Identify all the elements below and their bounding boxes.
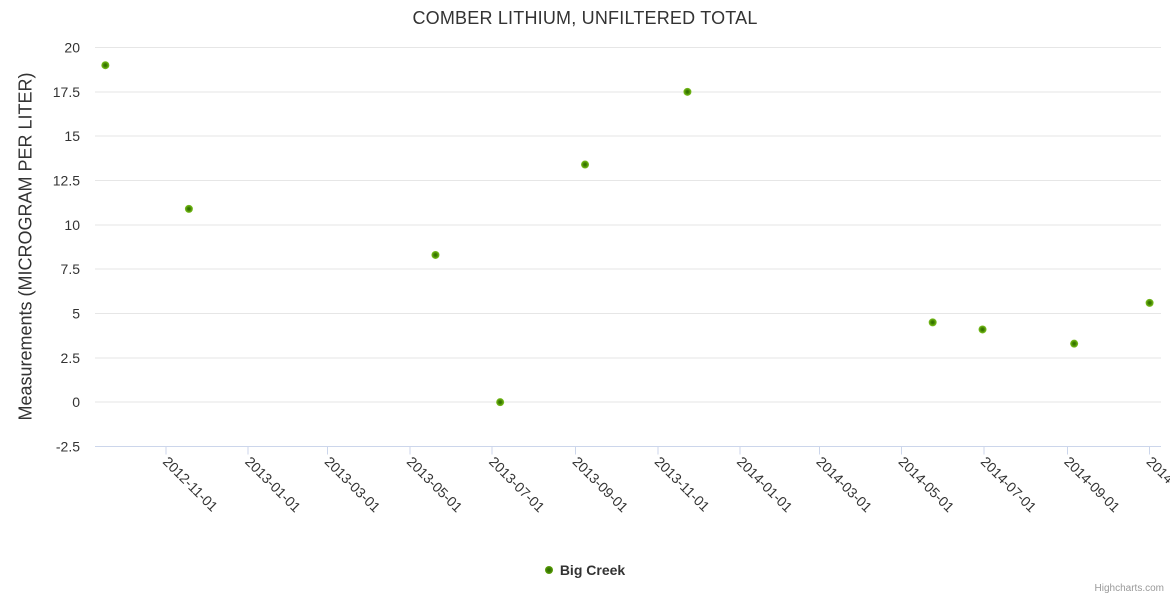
y-tick-label: 7.5 xyxy=(61,261,81,277)
data-point[interactable] xyxy=(101,61,110,70)
x-tick-label: 2013-09-01 xyxy=(569,453,631,515)
x-tick-label: 2012-11-01 xyxy=(160,453,221,514)
x-tick-label: 2013-03-01 xyxy=(322,453,384,515)
data-point[interactable] xyxy=(1145,298,1154,307)
y-tick-label: 12.5 xyxy=(53,173,80,189)
x-tick-label: 2013-01-01 xyxy=(242,453,304,515)
x-tick-label: 2014-05-01 xyxy=(896,453,958,515)
legend-label: Big Creek xyxy=(559,562,626,578)
data-point[interactable] xyxy=(581,160,590,169)
x-tick-label: 2013-11-01 xyxy=(652,453,713,514)
x-tick-label: 2014-03-01 xyxy=(813,453,875,515)
x-tick-label: 2013-05-01 xyxy=(404,453,466,515)
x-tick-label: 2014-11-01 xyxy=(1143,453,1170,514)
data-point[interactable] xyxy=(496,398,505,407)
data-point[interactable] xyxy=(978,325,987,334)
y-tick-label: 2.5 xyxy=(61,350,81,366)
y-tick-label: 17.5 xyxy=(53,84,80,100)
y-tick-label: 20 xyxy=(64,40,80,56)
data-point[interactable] xyxy=(928,318,937,327)
legend-item-big-creek[interactable]: Big Creek xyxy=(0,562,1170,578)
y-tick-label: -2.5 xyxy=(56,439,80,455)
chart-title: COMBER LITHIUM, UNFILTERED TOTAL xyxy=(412,8,758,28)
y-tick-label: 5 xyxy=(72,306,80,322)
data-point[interactable] xyxy=(1070,339,1079,348)
x-tick-label: 2014-09-01 xyxy=(1061,453,1123,515)
y-tick-label: 15 xyxy=(64,128,80,144)
y-tick-label: 0 xyxy=(72,394,80,410)
highcharts-credits-link[interactable]: Highcharts.com xyxy=(1094,583,1164,594)
y-tick-label: 10 xyxy=(64,217,80,233)
data-point[interactable] xyxy=(184,204,193,213)
data-point[interactable] xyxy=(683,87,692,96)
x-tick-label: 2014-07-01 xyxy=(978,453,1040,515)
x-tick-label: 2013-07-01 xyxy=(486,453,548,515)
data-point[interactable] xyxy=(431,250,440,259)
legend-marker-icon xyxy=(544,566,553,574)
x-tick-label: 2014-01-01 xyxy=(734,453,796,515)
